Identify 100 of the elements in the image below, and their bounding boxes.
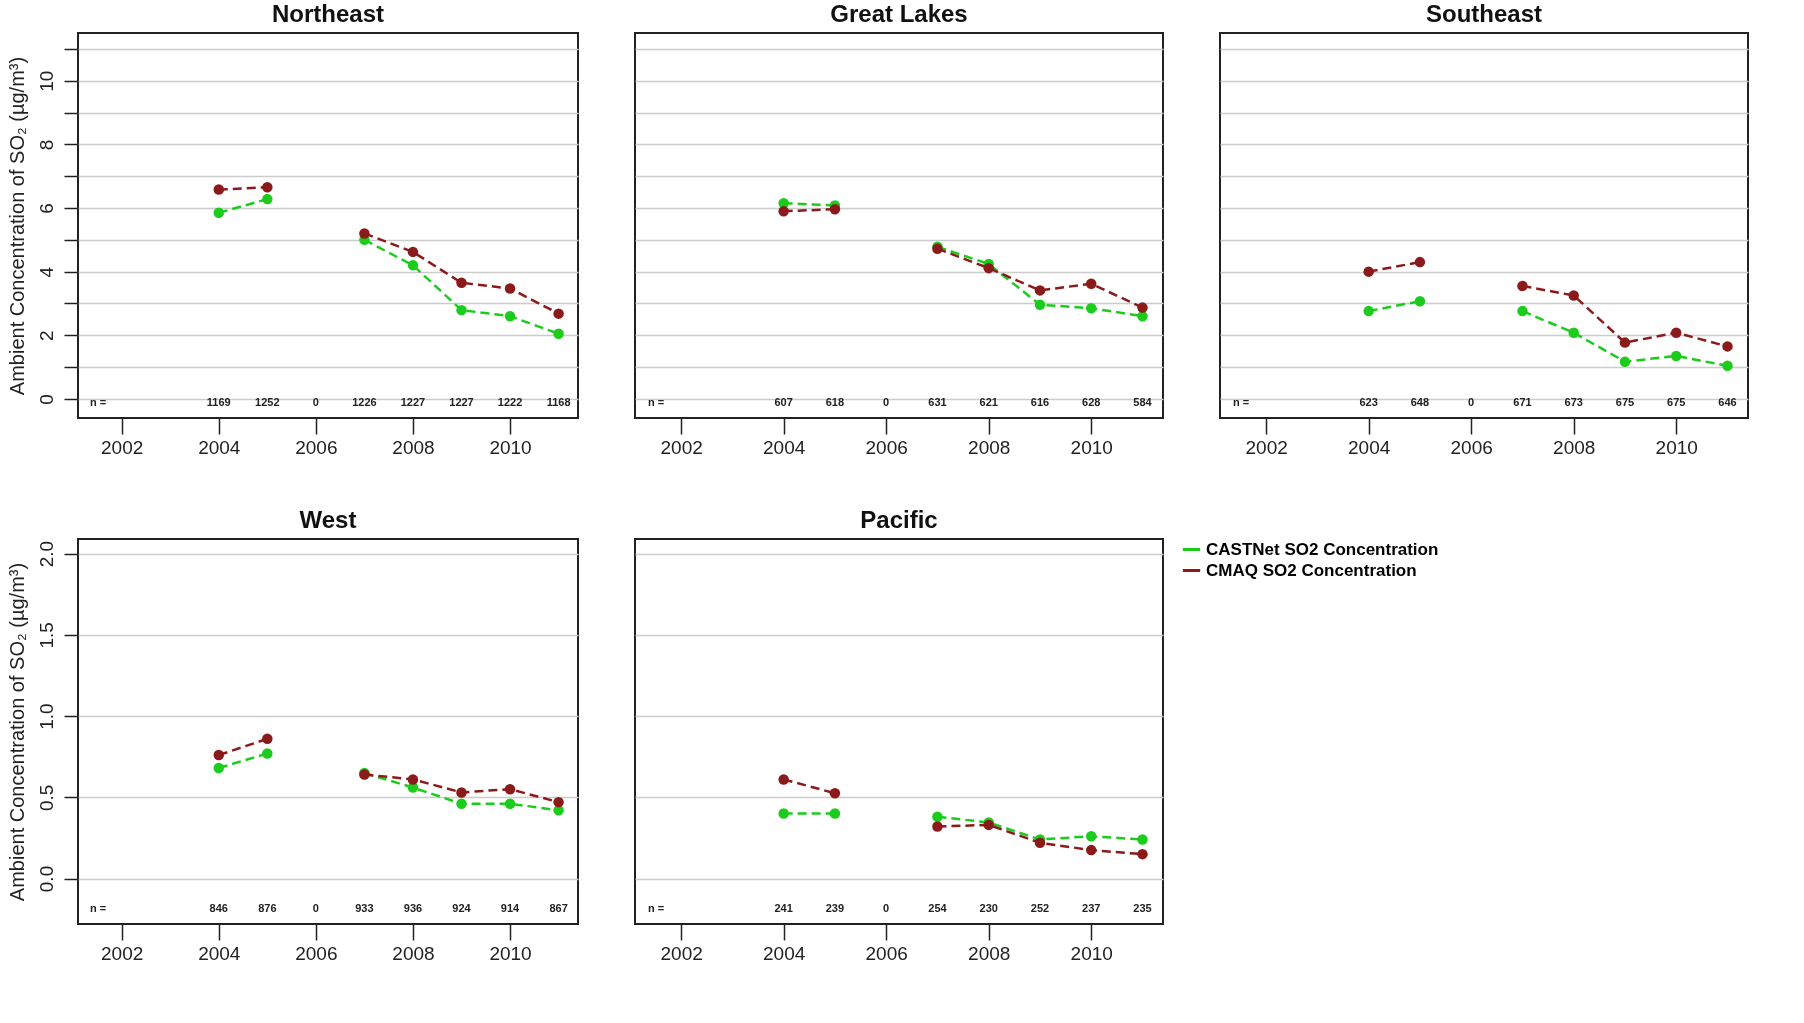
point [407, 260, 419, 271]
annotation: 646 [1718, 396, 1737, 409]
annotation: 618 [825, 396, 845, 409]
y-axis-title: Ambient Concentration of SO₂ (µg/m³) [5, 562, 28, 902]
point [1568, 327, 1579, 338]
annotation: 628 [1082, 396, 1101, 409]
x-tick-label: 2004 [1348, 436, 1391, 458]
point [1085, 844, 1097, 856]
annotation: 0 [883, 902, 890, 915]
annotation: 1226 [352, 396, 377, 409]
annotation: 623 [1359, 396, 1378, 409]
x-tick-label: 2008 [968, 436, 1011, 458]
point [1085, 831, 1097, 842]
x-tick-label: 2008 [392, 436, 435, 458]
x-tick-label: 2008 [968, 942, 1011, 964]
legend-label: CMAQ SO2 Concentration [1206, 560, 1417, 580]
annotation: 254 [928, 902, 948, 915]
y-tick-label: 0 [35, 394, 57, 405]
x-tick-label: 2002 [660, 436, 703, 458]
x-tick-label: 2002 [660, 942, 703, 964]
x-tick-label: 2008 [1553, 436, 1596, 458]
legend-label: CASTNet SO2 Concentration [1206, 539, 1439, 559]
annotation: 1252 [255, 396, 280, 409]
annotation: 237 [1082, 902, 1101, 915]
point [1034, 837, 1046, 849]
point [504, 283, 516, 294]
point [932, 821, 943, 832]
x-tick-label: 2004 [763, 942, 806, 964]
y-tick-label: 8 [35, 139, 57, 151]
annotation: 631 [928, 396, 947, 409]
point [553, 796, 564, 808]
x-tick-label: 2010 [1655, 436, 1698, 458]
x-tick-label: 2010 [1070, 942, 1113, 964]
y-tick-label: 1.5 [35, 622, 57, 649]
y-tick-label: 10 [35, 70, 57, 92]
y-tick-label: 0.0 [35, 865, 57, 893]
chart-title: West [299, 506, 357, 533]
chart-title: Northeast [271, 0, 385, 27]
point [213, 749, 225, 761]
x-tick-label: 2010 [1070, 436, 1113, 458]
annotation: 675 [1667, 396, 1686, 409]
point [1722, 360, 1733, 372]
annotation: n = [89, 396, 107, 409]
y-tick-label: 6 [35, 203, 57, 214]
annotation: 1168 [546, 396, 571, 409]
x-tick-label: 2006 [865, 942, 908, 964]
point [1517, 280, 1528, 292]
point [1670, 350, 1682, 362]
annotation: n = [648, 396, 665, 409]
chart-title: Pacific [860, 506, 938, 533]
x-tick-label: 2004 [198, 436, 241, 458]
annotation: 914 [500, 902, 521, 915]
point [1619, 356, 1631, 367]
x-tick-label: 2004 [198, 942, 241, 964]
point [504, 783, 516, 795]
point [1137, 848, 1148, 860]
x-tick-label: 2002 [101, 436, 144, 458]
point [1034, 285, 1046, 296]
point [1085, 278, 1097, 289]
point [778, 774, 789, 785]
point [504, 798, 516, 810]
annotation: 933 [355, 902, 374, 915]
point [262, 733, 273, 745]
annotation: 0 [1468, 396, 1475, 409]
annotation: 1222 [497, 396, 523, 409]
y-axis-title: Ambient Concentration of SO₂ (µg/m³) [5, 56, 28, 396]
point [1363, 266, 1374, 277]
annotation: n = [648, 902, 665, 915]
point [553, 308, 564, 319]
x-tick-label: 2002 [101, 942, 144, 964]
annotation: 252 [1030, 902, 1050, 915]
point [553, 328, 564, 339]
annotation: 241 [774, 902, 793, 915]
annotation: 584 [1133, 396, 1153, 409]
point [359, 228, 370, 239]
x-tick-label: 2004 [763, 436, 806, 458]
annotation: 671 [1513, 396, 1532, 409]
annotation: 1227 [449, 396, 474, 409]
point [1670, 327, 1682, 338]
y-tick-label: 2 [35, 330, 57, 342]
point [213, 207, 225, 219]
annotation: 616 [1030, 396, 1050, 409]
chart-title: Great Lakes [830, 0, 968, 27]
annotation: 876 [258, 902, 277, 915]
point [213, 184, 225, 195]
point [262, 182, 273, 193]
x-tick-label: 2006 [295, 436, 338, 458]
point [1722, 341, 1733, 352]
point [504, 310, 516, 322]
annotation: 936 [403, 902, 423, 915]
y-tick-label: 0.5 [35, 784, 57, 811]
point [778, 205, 789, 217]
point [456, 798, 467, 810]
y-tick-label: 1.0 [35, 703, 57, 730]
point [407, 246, 419, 258]
point [213, 762, 225, 774]
point [262, 193, 273, 205]
point [1137, 302, 1148, 313]
annotation: 0 [312, 396, 319, 409]
point [456, 787, 467, 798]
